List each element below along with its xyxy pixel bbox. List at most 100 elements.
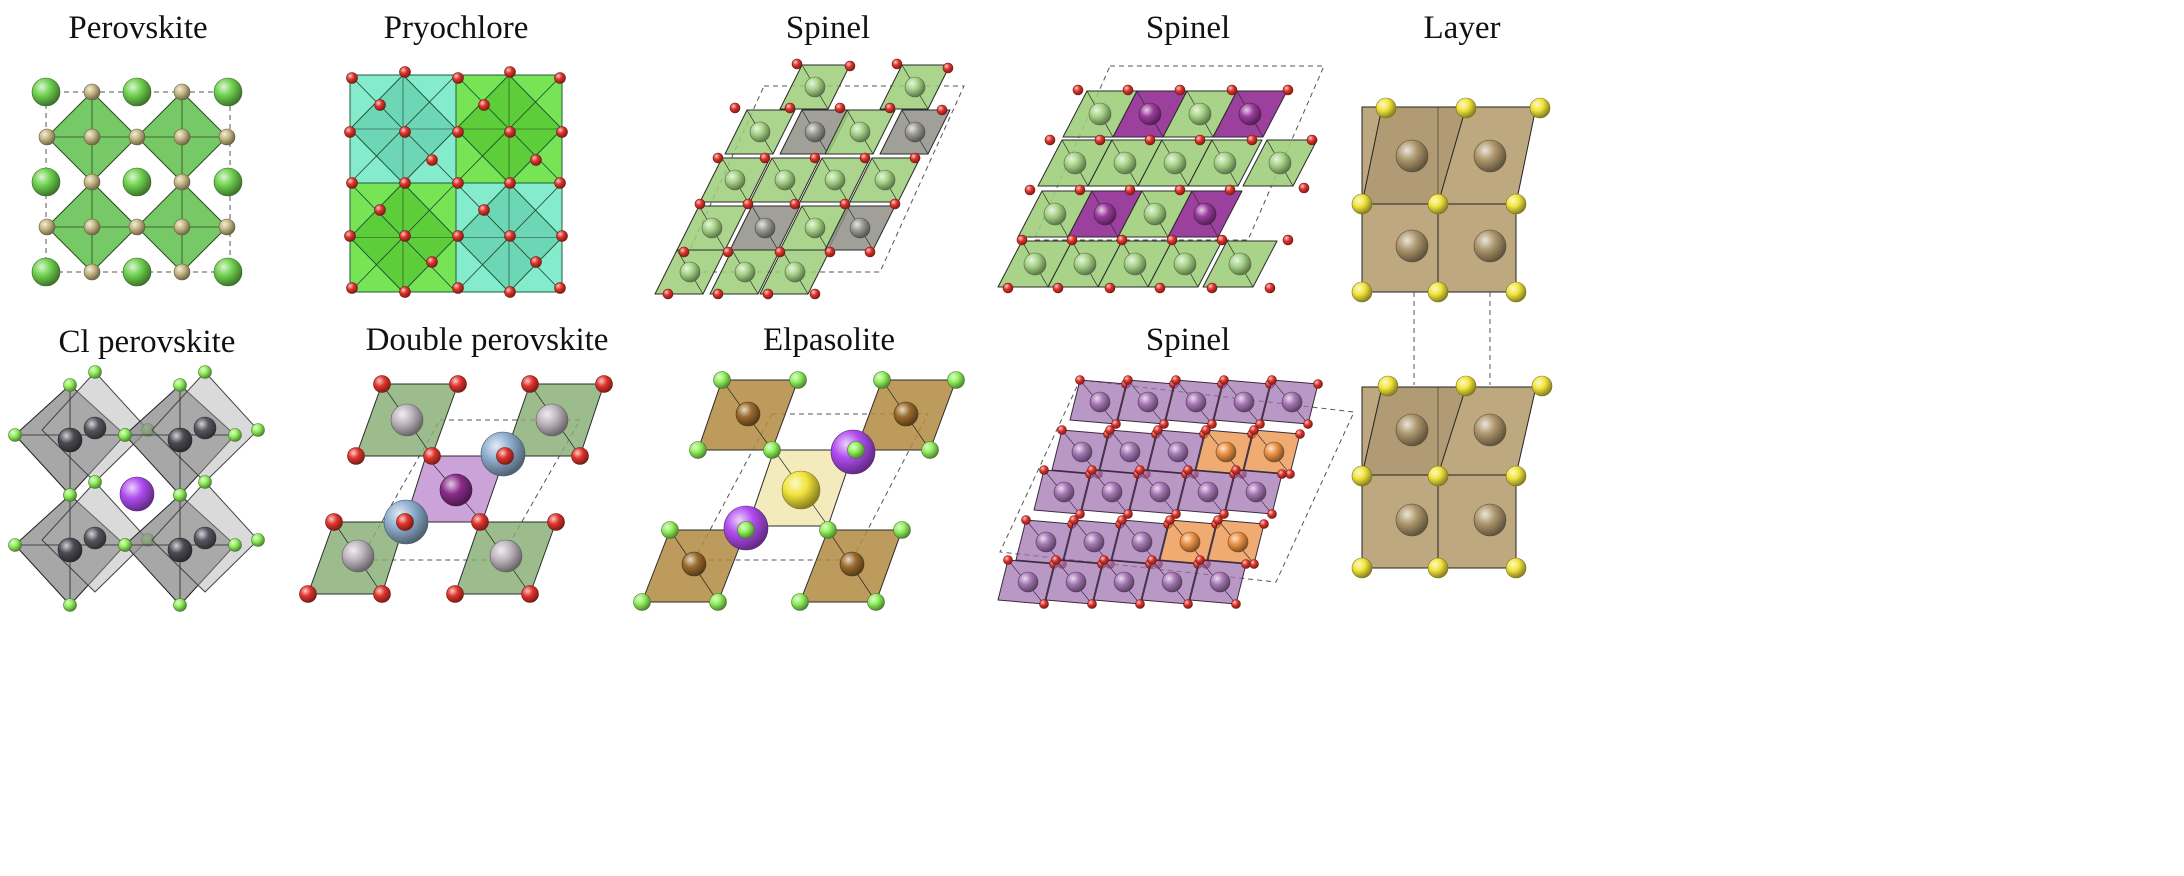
b-site-atom (489, 539, 523, 573)
oxygen-atom (1135, 599, 1145, 609)
a-site-atom (122, 257, 152, 287)
cation-atom (701, 217, 723, 239)
cation-atom (1043, 202, 1067, 226)
cation-atom (1131, 531, 1153, 553)
oxygen-atom (1066, 234, 1078, 246)
layer-cation-atom (1473, 139, 1507, 173)
chlorine-atom (8, 538, 22, 552)
oxygen-atom (678, 246, 690, 258)
double-perovskite-structure (299, 375, 613, 603)
oxygen-atom (884, 102, 896, 114)
oxygen-atom (1231, 599, 1241, 609)
anion-atom (867, 593, 885, 611)
chlorine-atom (228, 428, 242, 442)
anion-atom (763, 441, 781, 459)
b-site-atom (839, 551, 865, 577)
anion-atom (1375, 97, 1397, 119)
cation-atom (1137, 391, 1159, 413)
a-site-atom (213, 77, 243, 107)
cation-atom (1173, 252, 1197, 276)
b-site-atom (128, 128, 146, 146)
panel-title-spinel-1: Spinel (785, 10, 871, 46)
layer-structure (1351, 97, 1553, 579)
anion-atom (1505, 281, 1527, 303)
chlorine-atom (251, 533, 265, 547)
oxygen-atom (504, 230, 516, 242)
a-site-atom (119, 476, 155, 512)
cation-atom (1281, 391, 1303, 413)
cation-atom (1113, 151, 1137, 175)
b-site-atom (535, 403, 569, 437)
oxygen-atom (1219, 509, 1229, 519)
anion-atom (709, 593, 727, 611)
oxygen-atom (809, 288, 821, 300)
oxygen-atom (325, 513, 343, 531)
cation-atom (1119, 441, 1141, 463)
chlorine-atom (198, 365, 212, 379)
oxygen-atom (1171, 375, 1181, 385)
anion-atom (1531, 375, 1553, 397)
a-site-atom (122, 77, 152, 107)
oxygen-atom (1195, 555, 1205, 565)
oxygen-atom (1122, 84, 1134, 96)
oxygen-atom (452, 72, 464, 84)
oxygen-atom (662, 288, 674, 300)
oxygen-atom (373, 585, 391, 603)
cl-perovskite-structure (8, 365, 265, 612)
oxygen-atom (1153, 425, 1163, 435)
anion-atom (1351, 557, 1373, 579)
b-site-atom (83, 83, 101, 101)
oxygen-atom (791, 58, 803, 70)
cation-atom (1071, 441, 1093, 463)
perovskite-structure (31, 77, 243, 287)
oxygen-atom (426, 154, 438, 166)
oxygen-atom (1123, 375, 1133, 385)
oxygen-atom (1285, 469, 1295, 479)
oxygen-atom (496, 447, 514, 465)
oxygen-atom (1144, 134, 1156, 146)
anion-atom (661, 521, 679, 539)
b-site-atom (218, 218, 236, 236)
oxygen-atom (1052, 282, 1064, 294)
oxygen-atom (554, 282, 566, 294)
anion-atom (791, 593, 809, 611)
b-site-atom (38, 128, 56, 146)
oxygen-atom (446, 585, 464, 603)
cation-atom (1113, 571, 1135, 593)
cation-atom (1215, 441, 1237, 463)
anion-atom (1351, 281, 1373, 303)
cation-atom (774, 169, 796, 191)
oxygen-atom (1154, 282, 1166, 294)
oxygen-atom (909, 152, 921, 164)
oxygen-atom (374, 99, 386, 111)
panel-title-elpasolite: Elpasolite (763, 322, 895, 358)
chlorine-atom (228, 538, 242, 552)
cation-atom (1193, 202, 1217, 226)
oxygen-atom (729, 102, 741, 114)
chlorine-atom (173, 598, 187, 612)
cation-atom (1083, 531, 1105, 553)
cation-atom (849, 217, 871, 239)
oxygen-atom (346, 177, 358, 189)
oxygen-atom (1249, 559, 1259, 569)
oxygen-atom (1074, 184, 1086, 196)
cation-atom (1245, 481, 1267, 503)
oxygen-atom (423, 447, 441, 465)
oxygen-atom (1039, 465, 1049, 475)
oxygen-atom (834, 102, 846, 114)
oxygen-atom (426, 256, 438, 268)
oxygen-atom (452, 126, 464, 138)
panel-title-spinel-2: Spinel (1145, 10, 1231, 46)
oxygen-atom (891, 58, 903, 70)
anion-atom (689, 441, 707, 459)
oxygen-atom (471, 513, 489, 531)
cation-atom (1035, 531, 1057, 553)
anion-atom (819, 521, 837, 539)
oxygen-atom (839, 198, 851, 210)
oxygen-atom (1219, 375, 1229, 385)
oxygen-atom (1165, 515, 1175, 525)
chlorine-atom (173, 488, 187, 502)
chlorine-atom (251, 423, 265, 437)
b-site-atom (390, 403, 424, 437)
cation-atom (1149, 481, 1171, 503)
